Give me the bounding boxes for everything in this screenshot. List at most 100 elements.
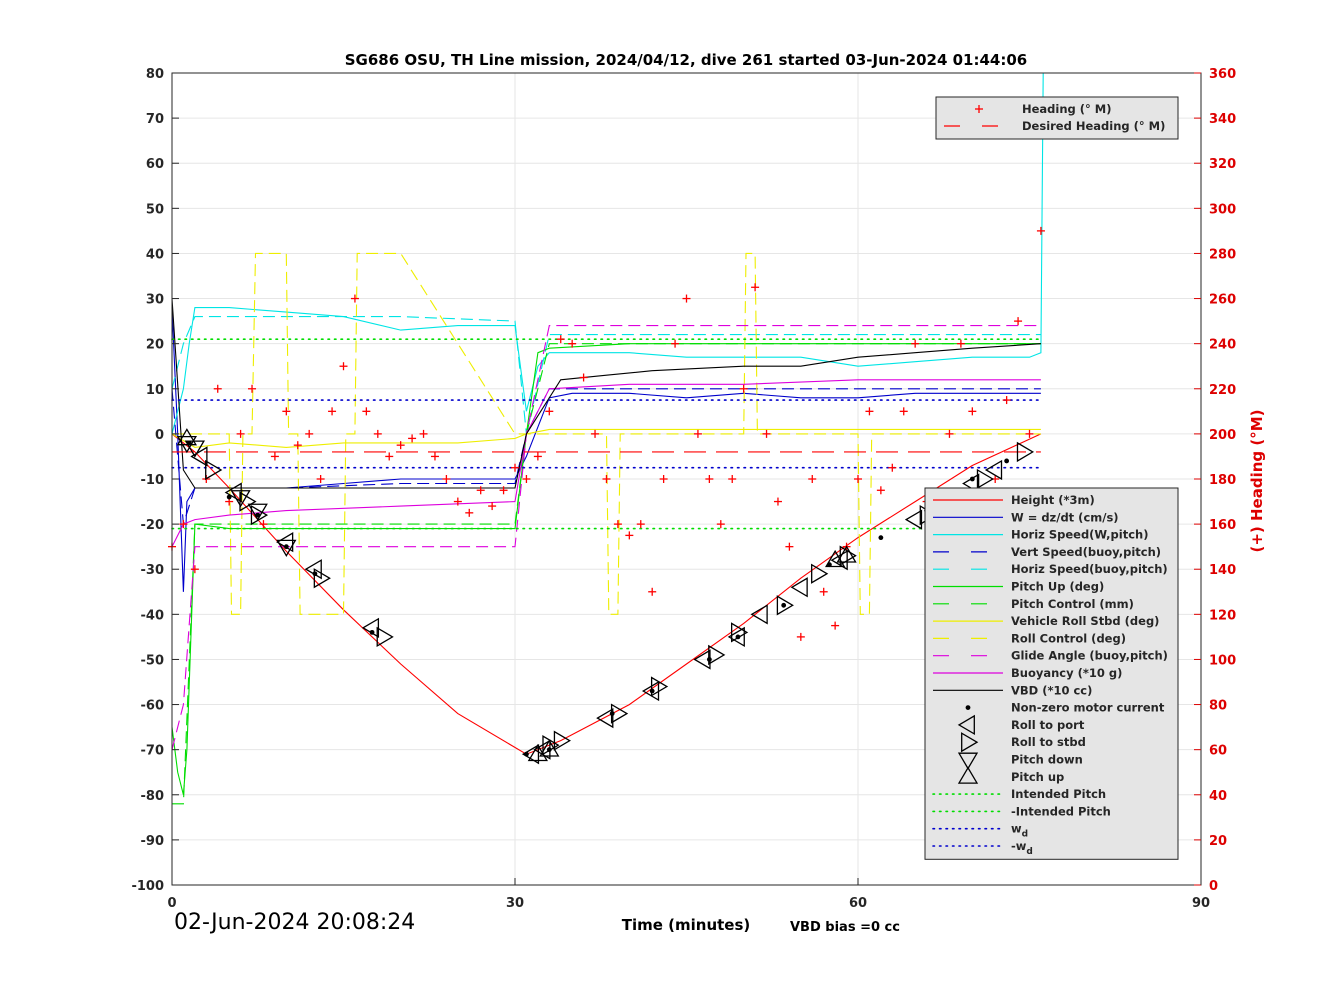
legend-item-label: Height (*3m): [1011, 493, 1095, 507]
series-roll-to-port-point: [596, 707, 614, 729]
legend-heading: Heading (° M) Desired Heading (° M): [935, 96, 1179, 140]
series-vehicle-roll-stbd-deg-line: [171, 428, 1041, 448]
series-heading-m-point: [602, 475, 611, 483]
tick-label-right: 240: [1209, 338, 1236, 353]
series-roll-to-port-point: [750, 604, 768, 625]
series-roll-to-stbd-point: [839, 545, 857, 566]
series-heading-m-point: [305, 429, 314, 438]
tick-label-x: 30: [506, 896, 524, 911]
legend-item-label: Pitch down: [1011, 753, 1083, 767]
tick-label-right: 120: [1209, 608, 1236, 623]
tick-label-left: 20: [146, 338, 164, 353]
series-buoyancy-10-g-line: [171, 379, 1041, 547]
legend-item-box: [924, 487, 1179, 860]
series-vbd-10-cc-line: [171, 298, 1041, 489]
legend-item-label: VBD (*10 cc): [1011, 683, 1092, 697]
series-heading-m-point: [854, 475, 862, 483]
tick-label-right: 140: [1209, 563, 1236, 578]
series-roll-to-port-point: [190, 446, 208, 467]
legend-item-label: W = dz/dt (cm/s): [1011, 510, 1119, 524]
legend-item-label: Roll Control (deg): [1011, 631, 1126, 645]
series-heading-m-point: [945, 429, 954, 438]
series-vehicle-roll-stbd-deg: [171, 428, 1041, 448]
series-roll-to-stbd-point: [811, 563, 829, 584]
tick-label-left: -40: [141, 608, 165, 623]
legend-item-label: Roll to stbd: [1011, 735, 1086, 749]
series-roll-to-stbd-point: [313, 568, 331, 589]
tick-label-right: 280: [1209, 247, 1236, 262]
tick-label-right: 300: [1209, 202, 1236, 217]
series-heading-m-point: [511, 463, 519, 472]
right-axis: 3603403203002802602402202001801601401201…: [1194, 67, 1236, 894]
series-heading-m-point: [328, 407, 337, 416]
series-heading-m-point: [556, 335, 565, 344]
series-heading-m-point: [499, 486, 508, 495]
legend-main: Height (*3m) W = dz/dt (cm/s) Horiz Speed(…: [924, 487, 1179, 860]
legend-item-label: Pitch Up (deg): [1011, 580, 1104, 594]
series-heading-m-point: [213, 384, 222, 393]
tick-label-left: -70: [141, 744, 165, 759]
series-heading-m-point: [476, 486, 485, 495]
series-heading-m-point: [373, 429, 382, 438]
series-roll-to-stbd-point: [1016, 441, 1035, 463]
vbd-bias-label: VBD bias =0 cc: [790, 920, 900, 935]
series-roll-to-stbd-point: [731, 622, 749, 643]
series-heading-m-point: [282, 407, 291, 416]
series-heading-m-point: [773, 497, 782, 506]
series-heading-m-point: [1002, 396, 1011, 405]
series-heading-m-point: [190, 565, 199, 574]
legend-item-label: Glide Angle (buoy,pitch): [1011, 649, 1168, 663]
legend-item-label: Pitch Control (mm): [1011, 597, 1134, 611]
series-pitch-up-point: [539, 739, 560, 757]
series-roll-to-port-point: [521, 744, 540, 765]
tick-label-left: -100: [131, 879, 164, 894]
series-heading-m-point: [316, 475, 325, 483]
x-axis: 0 30 60 90: [167, 878, 1210, 911]
tick-label-right: 0: [1209, 879, 1218, 894]
tick-label-left: -60: [141, 699, 165, 714]
legend-item-label: Roll to port: [1011, 718, 1085, 732]
series-heading-m-point: [442, 475, 451, 483]
series-pitch-up-point: [836, 545, 857, 563]
series-roll-to-stbd-point: [976, 468, 995, 490]
series-heading-m-point: [385, 452, 394, 461]
legend-item-label: Pitch up: [1011, 770, 1064, 784]
series-heading-m-point: [625, 531, 634, 540]
series-heading-m-point: [911, 339, 920, 348]
series-heading-m-point: [659, 475, 668, 483]
series-heading-m-point: [956, 339, 965, 348]
tick-label-x: 90: [1192, 896, 1210, 911]
tick-label-right: 40: [1209, 789, 1227, 804]
legend-item-label: Horiz Speed(buoy,pitch): [1011, 562, 1168, 576]
series-heading-m-point: [591, 429, 600, 438]
tick-label-right: 320: [1209, 157, 1236, 172]
series-roll-to-port-point: [984, 459, 1003, 481]
series-roll-to-port-point: [904, 509, 923, 530]
series-heading-m-point: [350, 294, 359, 303]
series-heading-m-point: [808, 475, 817, 483]
series-roll-to-stbd-point: [650, 676, 669, 697]
series-roll-to-port-point: [693, 649, 711, 670]
chart-title: SG686 OSU, TH Line mission, 2024/04/12, …: [345, 51, 1028, 69]
tick-label-left: -50: [141, 653, 165, 668]
series-roll-to-port-point: [276, 532, 294, 553]
legend-heading-item-swatch: [975, 105, 983, 113]
series-heading-m-point: [762, 429, 771, 438]
legend-heading-item-box: [935, 96, 1179, 140]
series-heading-m-point: [179, 520, 188, 529]
legend-item-label: Intended Pitch: [1011, 787, 1106, 801]
series-pitch-down-point: [184, 440, 206, 458]
series-roll-control-deg: [172, 252, 1041, 615]
tick-label-x: 0: [167, 896, 176, 911]
series-heading-m-point: [1025, 429, 1034, 438]
series-heading-m-point: [831, 621, 840, 630]
series-heading-m-point: [613, 520, 622, 529]
series-pitch-down-point: [276, 539, 297, 557]
series-heading-m-point: [579, 373, 588, 382]
series-heading-m-point: [396, 441, 405, 450]
right-axis-label: (+) Heading (°M): [1248, 409, 1266, 552]
tick-label-right: 220: [1209, 383, 1236, 398]
series-heading-m-point: [682, 294, 691, 303]
series-heading-m-point: [568, 339, 577, 348]
series-non-zero-motor-current-point: [878, 535, 884, 541]
